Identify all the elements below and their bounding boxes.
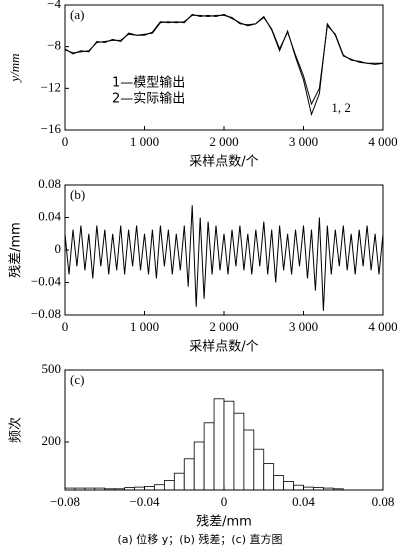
x-tick-label: −0.04	[129, 494, 160, 509]
x-tick-label: 2 000	[209, 134, 238, 149]
hist-bar	[273, 475, 285, 491]
hist-bar	[283, 481, 294, 491]
y-tick-label: 0.08	[38, 176, 61, 191]
x-tick-label: 4 000	[368, 319, 397, 334]
y-tick-label: −12	[41, 79, 61, 94]
legend-entry: 2—实际输出	[112, 91, 185, 107]
y-axis-label: 频次	[8, 417, 24, 443]
hist-bar	[173, 472, 185, 491]
axes-frame	[64, 184, 384, 316]
legend-entry: 1—模型输出	[112, 75, 185, 91]
x-tick-label: 2 000	[209, 319, 238, 334]
x-tick-label: 0.08	[372, 494, 395, 509]
y-axis-label: y/mm	[7, 53, 22, 83]
hist-bar	[293, 484, 304, 491]
x-tick-label: −0.08	[50, 494, 80, 509]
y-tick-label: 500	[42, 361, 62, 376]
x-tick-label: 1 000	[130, 319, 159, 334]
hist-bar	[144, 485, 155, 491]
annotation: 1, 2	[331, 100, 351, 115]
hist-bar	[243, 429, 255, 491]
series-line	[64, 13, 384, 117]
hist-bar	[163, 479, 175, 491]
x-axis-label: 采样点数/个	[189, 340, 258, 355]
hist-bar	[223, 400, 235, 491]
y-axis-label: 残差/mm	[9, 222, 24, 278]
hist-bar	[203, 422, 215, 491]
panel-label: (c)	[70, 372, 84, 387]
x-tick-label: 3 000	[289, 319, 318, 334]
y-tick-label: −0.08	[31, 306, 61, 321]
x-tick-label: 0.04	[292, 494, 315, 509]
y-tick-label: −0.04	[31, 273, 62, 288]
caption: (a) 位移 y；(b) 残差；(c) 直方图	[117, 532, 282, 546]
x-tick-label: 0	[62, 319, 69, 334]
hist-bar	[213, 398, 225, 491]
hist-bar	[263, 463, 275, 491]
x-tick-label: 0	[221, 494, 228, 509]
x-tick-label: 3 000	[289, 134, 318, 149]
y-tick-label: 200	[42, 433, 62, 448]
x-tick-label: 1 000	[130, 134, 159, 149]
x-axis-label: 残差/mm	[196, 515, 252, 530]
hist-bar	[193, 441, 205, 491]
series-line	[64, 205, 384, 311]
panel-label: (a)	[70, 7, 84, 22]
y-tick-label: −8	[47, 38, 61, 53]
y-tick-label: 0	[55, 241, 62, 256]
hist-bar	[154, 484, 165, 491]
y-tick-label: −4	[47, 0, 61, 11]
hist-bar	[233, 412, 245, 491]
x-tick-label: 0	[62, 134, 69, 149]
y-tick-label: −16	[41, 121, 62, 136]
hist-bar	[183, 458, 195, 491]
x-axis-label: 采样点数/个	[189, 155, 258, 170]
panel-label: (b)	[70, 187, 85, 202]
y-tick-label: 0.04	[38, 208, 61, 223]
hist-bar	[253, 448, 265, 491]
x-tick-label: 4 000	[368, 134, 397, 149]
